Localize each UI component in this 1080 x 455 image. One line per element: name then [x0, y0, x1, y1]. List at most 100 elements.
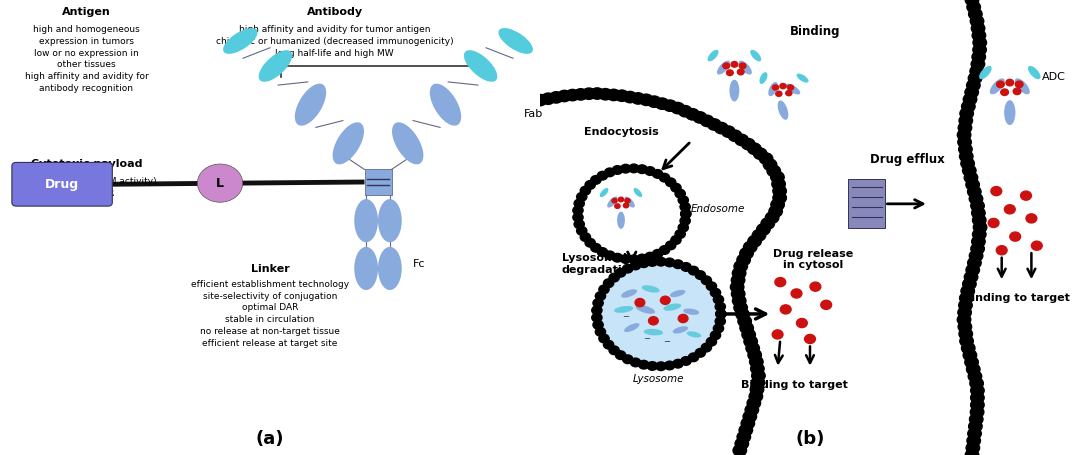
Circle shape: [660, 173, 670, 182]
Circle shape: [750, 391, 762, 402]
Circle shape: [957, 314, 971, 325]
Circle shape: [972, 30, 986, 41]
Circle shape: [970, 66, 984, 77]
Circle shape: [713, 295, 724, 304]
Circle shape: [580, 233, 591, 242]
Circle shape: [673, 260, 684, 268]
Circle shape: [969, 193, 983, 204]
Ellipse shape: [499, 28, 532, 54]
Circle shape: [959, 144, 972, 155]
Circle shape: [728, 130, 742, 142]
Circle shape: [637, 165, 647, 173]
Ellipse shape: [663, 303, 681, 311]
Circle shape: [648, 317, 659, 325]
Circle shape: [962, 165, 976, 176]
Circle shape: [957, 129, 971, 141]
Circle shape: [557, 90, 571, 101]
Ellipse shape: [797, 74, 809, 83]
Circle shape: [747, 143, 761, 155]
Circle shape: [961, 158, 974, 169]
Ellipse shape: [624, 323, 639, 332]
Circle shape: [971, 243, 984, 254]
Circle shape: [971, 385, 984, 396]
Circle shape: [737, 254, 751, 266]
Circle shape: [771, 172, 784, 183]
Circle shape: [635, 298, 645, 307]
Ellipse shape: [729, 80, 740, 101]
Circle shape: [773, 192, 786, 203]
Circle shape: [757, 224, 770, 235]
Circle shape: [791, 289, 801, 298]
Circle shape: [678, 196, 688, 204]
Circle shape: [678, 106, 692, 117]
Circle shape: [961, 343, 975, 354]
Text: Drug efflux: Drug efflux: [869, 153, 945, 166]
Circle shape: [730, 281, 744, 293]
Circle shape: [960, 335, 973, 347]
Ellipse shape: [684, 308, 699, 315]
Circle shape: [721, 126, 735, 137]
Text: (a): (a): [256, 430, 284, 448]
Circle shape: [821, 300, 832, 309]
Circle shape: [962, 278, 976, 290]
Circle shape: [968, 257, 981, 268]
Text: Binding to target: Binding to target: [963, 293, 1069, 303]
Text: Drug: Drug: [45, 178, 79, 191]
Circle shape: [591, 88, 604, 99]
Circle shape: [1013, 88, 1021, 95]
Text: −: −: [663, 337, 671, 346]
Circle shape: [735, 438, 748, 450]
Circle shape: [750, 356, 764, 368]
Circle shape: [619, 197, 623, 202]
Circle shape: [969, 72, 982, 84]
Text: Fab: Fab: [524, 109, 543, 119]
Circle shape: [577, 227, 586, 235]
Circle shape: [966, 0, 978, 5]
Circle shape: [1001, 89, 1009, 96]
Circle shape: [732, 268, 746, 279]
Circle shape: [591, 176, 600, 184]
Circle shape: [734, 261, 747, 272]
Text: Binding: Binding: [791, 25, 840, 38]
Circle shape: [968, 186, 981, 197]
FancyBboxPatch shape: [365, 170, 391, 195]
Circle shape: [534, 95, 546, 106]
Circle shape: [585, 181, 595, 189]
Circle shape: [991, 187, 1002, 196]
Circle shape: [743, 242, 757, 253]
Circle shape: [595, 328, 606, 336]
Ellipse shape: [739, 61, 752, 75]
Circle shape: [647, 258, 658, 266]
Circle shape: [604, 279, 613, 288]
Circle shape: [598, 285, 609, 294]
Circle shape: [961, 285, 974, 297]
Circle shape: [810, 282, 821, 291]
Circle shape: [964, 271, 977, 283]
Circle shape: [967, 435, 981, 446]
Circle shape: [968, 371, 982, 382]
Circle shape: [769, 206, 782, 217]
Circle shape: [607, 89, 620, 101]
Circle shape: [678, 223, 688, 232]
Circle shape: [964, 172, 977, 183]
Circle shape: [761, 218, 774, 229]
Circle shape: [680, 209, 691, 218]
Text: Endocytosis: Endocytosis: [583, 127, 659, 137]
Circle shape: [550, 91, 563, 103]
Circle shape: [775, 91, 782, 96]
Circle shape: [629, 164, 639, 173]
Circle shape: [997, 246, 1008, 255]
FancyBboxPatch shape: [12, 162, 112, 206]
Circle shape: [595, 292, 606, 300]
Circle shape: [772, 85, 779, 90]
Circle shape: [773, 185, 786, 197]
Circle shape: [786, 91, 792, 96]
Circle shape: [596, 262, 721, 366]
Ellipse shape: [768, 82, 778, 96]
Circle shape: [637, 254, 647, 263]
Text: Fc: Fc: [414, 259, 426, 269]
Circle shape: [971, 200, 984, 212]
Ellipse shape: [354, 247, 378, 290]
Circle shape: [665, 178, 676, 187]
Circle shape: [625, 198, 630, 203]
